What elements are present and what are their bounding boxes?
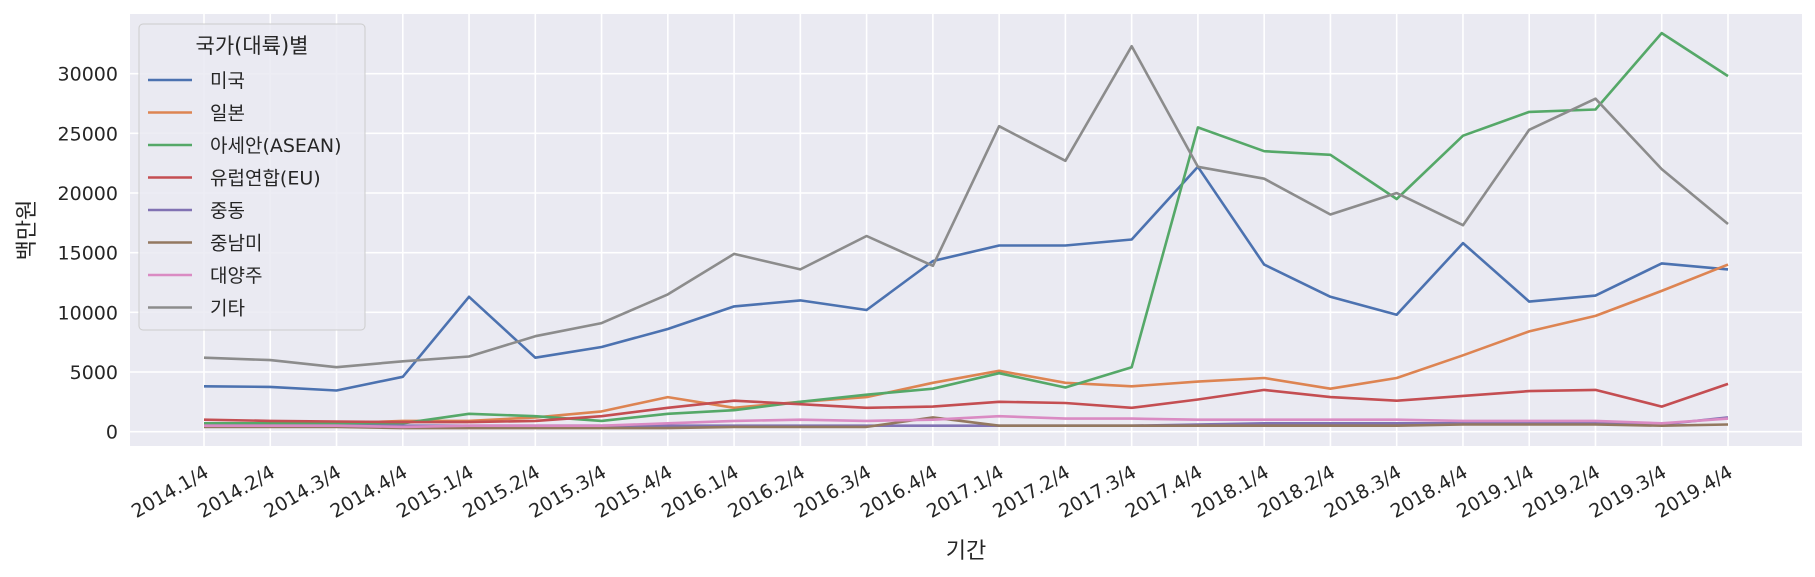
x-axis-ticks: 2014.1/42014.2/42014.3/42014.4/42015.1/4… (128, 461, 1737, 523)
legend-title: 국가(대륙)별 (196, 34, 309, 58)
legend-entry: 일본 (210, 103, 245, 125)
x-axis-label: 기간 (946, 539, 986, 564)
y-tick-label: 20000 (58, 183, 118, 205)
legend-entry: 미국 (210, 70, 245, 92)
legend-entry: 중남미 (210, 233, 262, 255)
x-tick-label: 2019.4/4 (1652, 461, 1737, 523)
legend-entry: 유럽연합(EU) (210, 168, 321, 190)
legend-box (138, 23, 366, 331)
y-tick-label: 25000 (58, 123, 118, 145)
series-line-7 (203, 44, 1729, 369)
y-axis-label: 백만원 (15, 200, 40, 261)
series-line-5 (204, 416, 1729, 430)
legend-entry: 중동 (210, 200, 245, 222)
y-tick-label: 10000 (58, 302, 118, 324)
y-tick-label: 30000 (58, 64, 118, 86)
y-axis-ticks: 0 5000 10000 15000 20000 25000 30000 (58, 64, 118, 444)
series-line-3 (203, 382, 1729, 424)
series-line-6 (204, 414, 1729, 429)
y-tick-label: 15000 (58, 243, 118, 265)
series-line-2 (204, 31, 1729, 425)
legend-entry: 기타 (210, 298, 245, 320)
series-lines (203, 31, 1729, 430)
y-tick-label: 5000 (70, 362, 118, 384)
legend-entry: 아세안(ASEAN) (210, 135, 342, 157)
legend-entry: 대양주 (210, 265, 262, 287)
series-line-0 (203, 165, 1729, 392)
y-tick-label: 0 (106, 422, 118, 444)
plot-area (130, 14, 1802, 446)
